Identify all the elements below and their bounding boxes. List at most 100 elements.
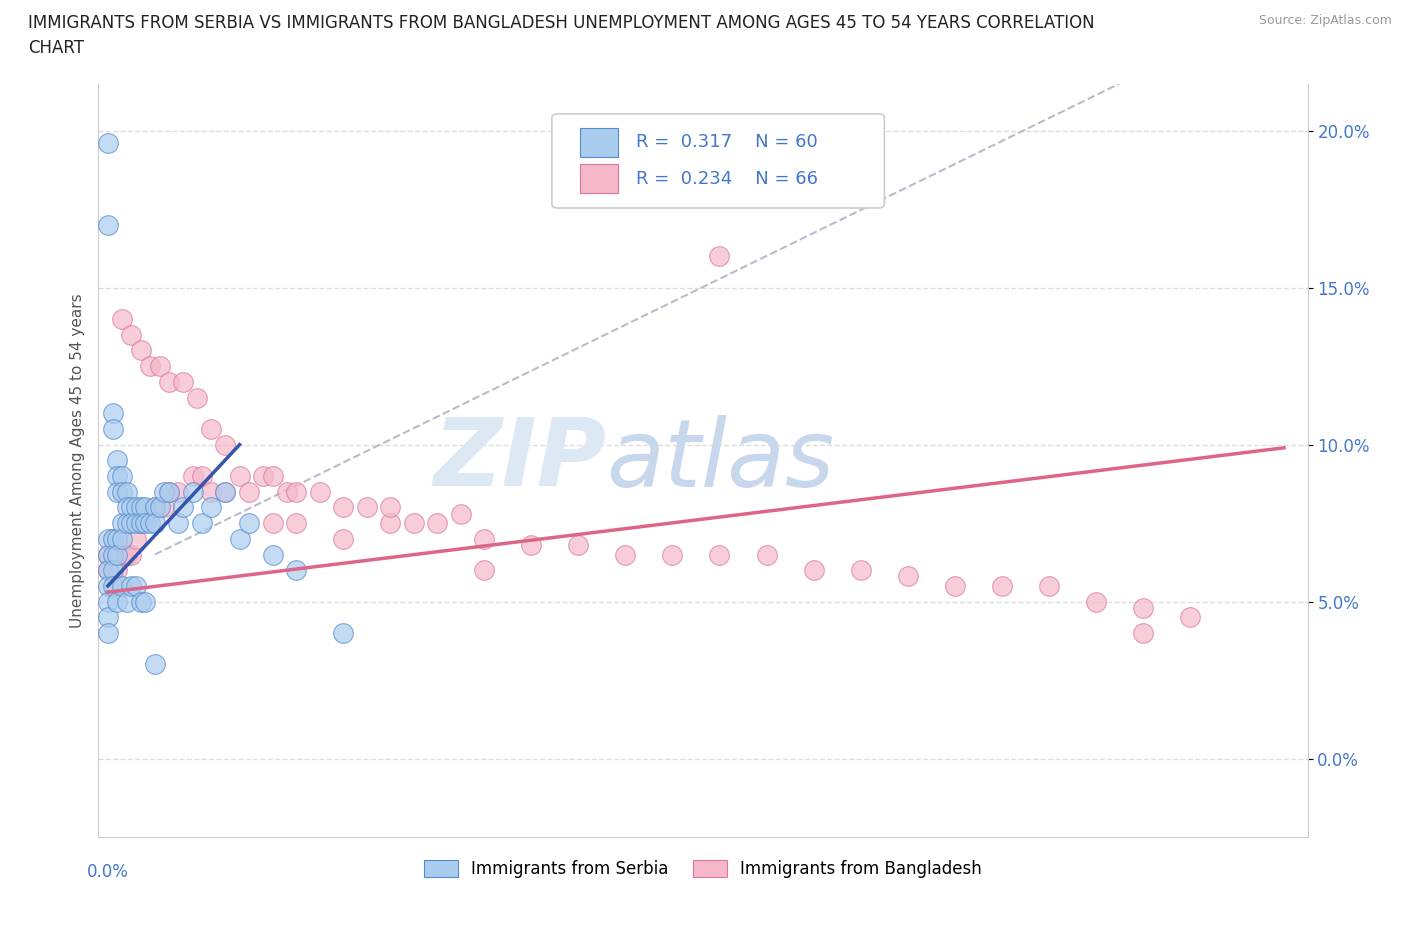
Point <box>849 563 872 578</box>
Point <box>149 500 172 515</box>
Point <box>200 500 222 515</box>
Point <box>120 547 142 562</box>
Bar <box>579 165 619 193</box>
Point <box>943 578 966 593</box>
Point <box>125 500 148 515</box>
Point <box>214 485 236 499</box>
Point <box>661 547 683 562</box>
Y-axis label: Unemployment Among Ages 45 to 54 years: Unemployment Among Ages 45 to 54 years <box>69 293 84 628</box>
Point <box>356 500 378 515</box>
Point <box>214 437 236 452</box>
Point <box>755 547 778 562</box>
Point <box>101 563 124 578</box>
Point <box>285 563 308 578</box>
Legend: Immigrants from Serbia, Immigrants from Bangladesh: Immigrants from Serbia, Immigrants from … <box>418 854 988 885</box>
Point <box>115 500 138 515</box>
Point <box>129 515 152 530</box>
Point <box>101 531 124 546</box>
Point <box>1038 578 1060 593</box>
Point <box>1178 610 1201 625</box>
Point <box>172 500 194 515</box>
Point <box>111 515 134 530</box>
Point <box>332 626 354 641</box>
Point <box>143 500 166 515</box>
Point <box>115 485 138 499</box>
Point <box>276 485 298 499</box>
Point <box>97 547 120 562</box>
Point <box>111 578 134 593</box>
Point <box>285 515 308 530</box>
Point <box>115 547 138 562</box>
Point <box>285 485 308 499</box>
Point <box>139 359 162 374</box>
Point <box>115 594 138 609</box>
Point <box>125 578 148 593</box>
Point <box>1132 601 1154 616</box>
Text: 0.0%: 0.0% <box>87 863 129 882</box>
Point <box>115 515 138 530</box>
Point <box>97 610 120 625</box>
Point <box>252 469 274 484</box>
Point <box>134 500 156 515</box>
Point <box>129 515 152 530</box>
Point <box>101 405 124 420</box>
Text: R =  0.317    N = 60: R = 0.317 N = 60 <box>637 134 818 152</box>
Point <box>97 547 120 562</box>
Point <box>214 485 236 499</box>
Point <box>228 469 250 484</box>
Point <box>105 563 128 578</box>
Point <box>101 547 124 562</box>
Point <box>111 531 134 546</box>
Point <box>111 485 134 499</box>
Point <box>129 594 152 609</box>
Text: ZIP: ZIP <box>433 415 606 506</box>
Text: Source: ZipAtlas.com: Source: ZipAtlas.com <box>1258 14 1392 27</box>
Point <box>111 469 134 484</box>
Point <box>897 569 920 584</box>
Point <box>134 515 156 530</box>
Point <box>181 485 204 499</box>
Point <box>157 485 180 499</box>
Point <box>101 547 124 562</box>
Point <box>120 500 142 515</box>
Point <box>520 538 543 552</box>
Point <box>120 327 142 342</box>
Point <box>125 515 148 530</box>
Point <box>105 531 128 546</box>
Point <box>97 578 120 593</box>
Point <box>378 500 401 515</box>
Point <box>567 538 589 552</box>
Point <box>153 485 176 499</box>
Point <box>105 594 128 609</box>
Point <box>1084 594 1107 609</box>
Point <box>120 578 142 593</box>
Point <box>1132 626 1154 641</box>
FancyBboxPatch shape <box>551 113 884 208</box>
Point <box>472 563 495 578</box>
Point <box>97 626 120 641</box>
Point <box>200 421 222 436</box>
Point <box>172 375 194 390</box>
Point <box>157 375 180 390</box>
Point <box>97 218 120 232</box>
Point <box>450 506 472 521</box>
Point <box>101 421 124 436</box>
Point <box>105 547 128 562</box>
Point <box>105 485 128 499</box>
Point <box>167 485 190 499</box>
Point <box>803 563 825 578</box>
Point <box>97 563 120 578</box>
Point <box>149 359 172 374</box>
Point <box>125 531 148 546</box>
Point <box>262 469 284 484</box>
Point <box>120 515 142 530</box>
Point <box>990 578 1012 593</box>
Point <box>238 515 260 530</box>
Point <box>186 390 208 405</box>
Point <box>105 469 128 484</box>
Text: atlas: atlas <box>606 415 835 506</box>
Point <box>105 453 128 468</box>
Point <box>262 515 284 530</box>
Point <box>332 500 354 515</box>
Point <box>129 500 152 515</box>
